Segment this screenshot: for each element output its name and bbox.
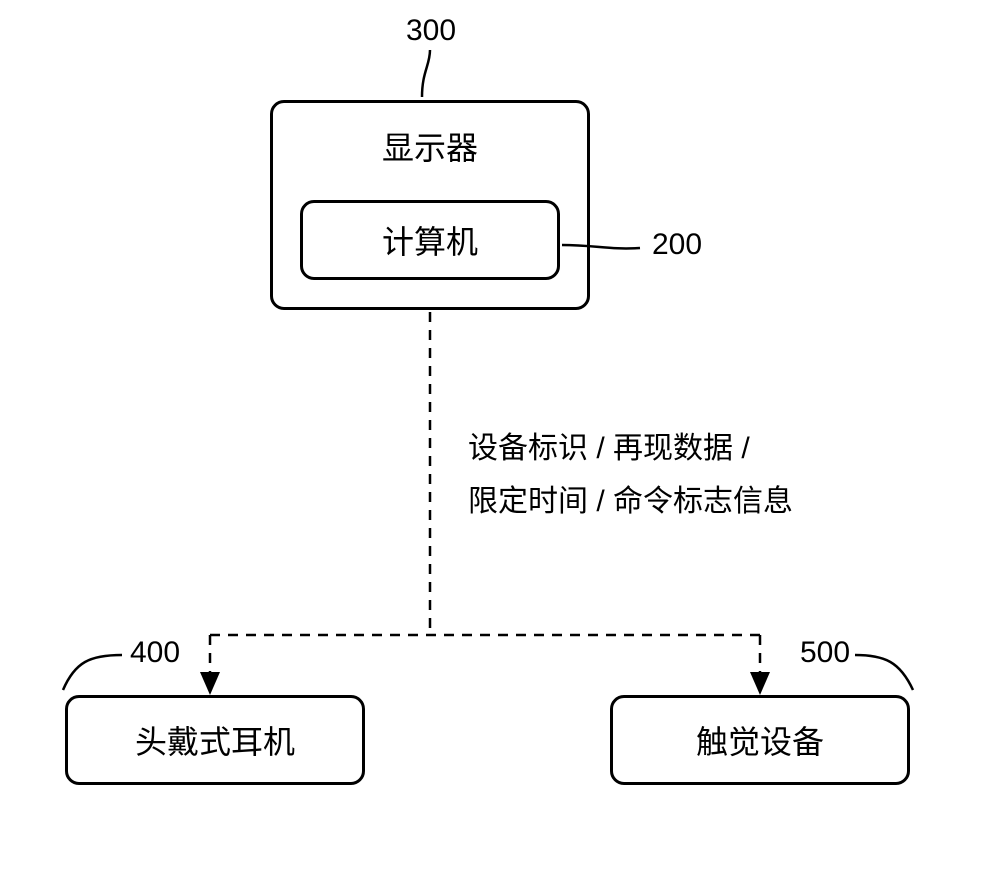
annotation-line2: 限定时间 / 命令标志信息: [468, 478, 793, 526]
annotation-line1: 设备标识 / 再现数据 /: [468, 425, 750, 473]
ref-300: 300: [406, 14, 456, 48]
ref-200: 200: [652, 228, 702, 262]
haptic-box: 触觉设备: [610, 695, 910, 785]
headset-label: 头戴式耳机: [135, 717, 295, 763]
ref-400: 400: [130, 636, 180, 670]
leader-400: [63, 655, 122, 690]
headset-box: 头戴式耳机: [65, 695, 365, 785]
computer-label: 计算机: [382, 217, 478, 263]
arrow-haptic: [750, 672, 770, 695]
haptic-label: 触觉设备: [696, 717, 824, 763]
computer-box: 计算机: [300, 200, 560, 280]
arrow-headset: [200, 672, 220, 695]
leader-500: [855, 655, 913, 690]
display-label: 显示器: [273, 123, 587, 169]
ref-500: 500: [800, 636, 850, 670]
leader-300: [422, 50, 430, 97]
diagram-canvas: 显示器 计算机 头戴式耳机 触觉设备 300 200 400 500 设备标识 …: [0, 0, 1000, 879]
